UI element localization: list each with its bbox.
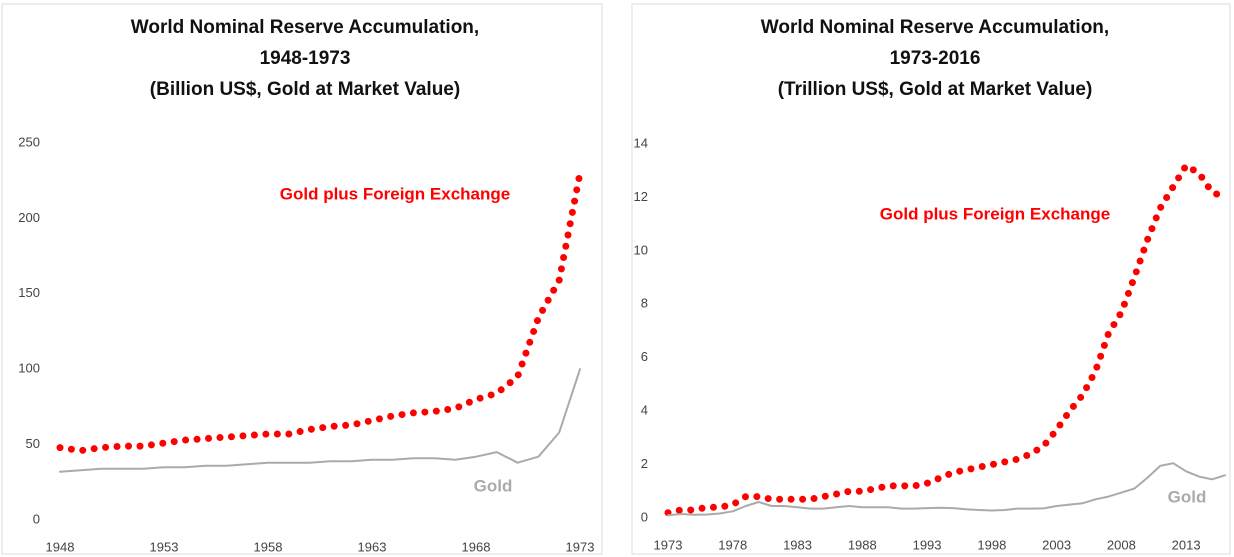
x-tick-label: 1998 <box>977 537 1006 552</box>
y-tick-label: 6 <box>641 349 648 364</box>
y-tick-label: 200 <box>18 210 40 225</box>
chart-title: (Trillion US$, Gold at Market Value) <box>778 79 1093 100</box>
panel-border <box>1 3 603 555</box>
series-line <box>664 161 1229 517</box>
y-tick-label: 14 <box>634 135 648 150</box>
chart-title: (Billion US$, Gold at Market Value) <box>150 79 460 100</box>
series-label: Gold <box>1168 487 1207 506</box>
y-tick-label: 4 <box>641 403 648 418</box>
x-tick-label: 1993 <box>913 537 942 552</box>
x-tick-label: 1963 <box>358 539 387 554</box>
y-tick-label: 0 <box>641 509 648 524</box>
y-tick-label: 0 <box>33 511 40 526</box>
y-tick-label: 250 <box>18 134 40 149</box>
x-tick-label: 2003 <box>1042 537 1071 552</box>
x-tick-label: 1953 <box>150 539 179 554</box>
series-label: Gold plus Foreign Exchange <box>880 204 1110 223</box>
chart-title: World Nominal Reserve Accumulation, <box>131 17 479 38</box>
chart-title: 1948-1973 <box>260 48 351 69</box>
x-tick-label: 1978 <box>718 537 747 552</box>
x-tick-label: 1958 <box>254 539 283 554</box>
y-tick-label: 50 <box>26 436 40 451</box>
x-tick-label: 1968 <box>462 539 491 554</box>
y-tick-label: 12 <box>634 189 648 204</box>
x-tick-label: 1983 <box>783 537 812 552</box>
series-line <box>667 462 1226 517</box>
series-label: Gold <box>474 476 513 495</box>
panel-border <box>631 3 1231 555</box>
x-tick-label: 1973 <box>566 539 595 554</box>
x-tick-label: 1948 <box>46 539 75 554</box>
x-tick-label: 1973 <box>654 537 683 552</box>
y-tick-label: 100 <box>18 361 40 376</box>
y-tick-label: 150 <box>18 285 40 300</box>
y-tick-label: 10 <box>634 242 648 257</box>
y-tick-label: 8 <box>641 296 648 311</box>
series-line <box>59 368 581 473</box>
y-tick-label: 2 <box>641 456 648 471</box>
x-tick-label: 1988 <box>848 537 877 552</box>
series-label: Gold plus Foreign Exchange <box>280 184 510 203</box>
x-tick-label: 2008 <box>1107 537 1136 552</box>
x-tick-label: 2013 <box>1172 537 1201 552</box>
chart-title: World Nominal Reserve Accumulation, <box>761 17 1109 38</box>
chart-title: 1973-2016 <box>890 48 981 69</box>
series-line <box>56 169 584 455</box>
